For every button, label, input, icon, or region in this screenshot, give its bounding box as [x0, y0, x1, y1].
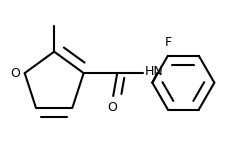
- Text: HN: HN: [144, 65, 163, 78]
- Text: F: F: [164, 36, 171, 49]
- Text: O: O: [10, 67, 20, 80]
- Text: O: O: [107, 101, 116, 114]
